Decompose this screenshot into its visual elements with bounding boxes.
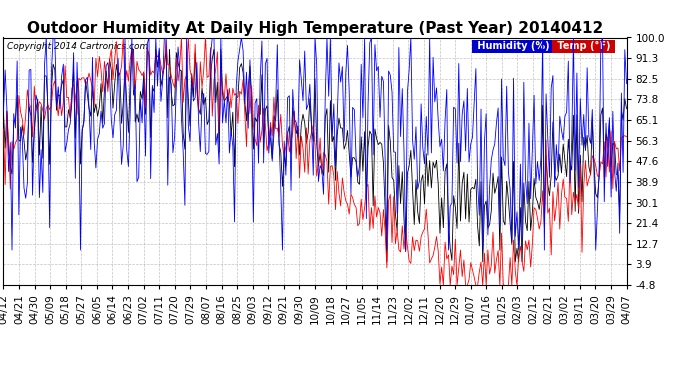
Text: Temp (°F): Temp (°F) [553, 41, 613, 51]
Text: Humidity (%): Humidity (%) [474, 41, 553, 51]
Text: Copyright 2014 Cartronics.com: Copyright 2014 Cartronics.com [7, 42, 148, 51]
Title: Outdoor Humidity At Daily High Temperature (Past Year) 20140412: Outdoor Humidity At Daily High Temperatu… [27, 21, 603, 36]
